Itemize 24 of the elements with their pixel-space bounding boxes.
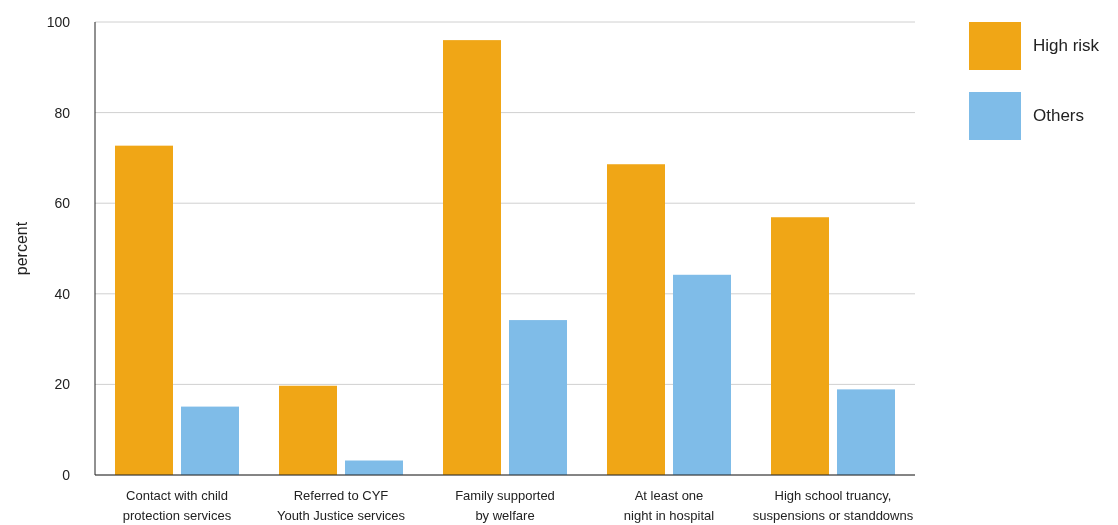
y-tick-label: 100 (46, 13, 71, 30)
bar (181, 406, 239, 475)
bar (607, 164, 665, 475)
x-tick-label: At least one night in hospital (623, 488, 715, 524)
bar (837, 389, 895, 475)
text: High risk (1033, 36, 1100, 55)
x-tick-label: Contact with child protection services (122, 488, 232, 524)
x-tick-label: Family supported by welfare (455, 488, 555, 524)
text: Others (1033, 106, 1085, 125)
y-tick-label: 40 (54, 285, 71, 302)
x-tick-label: High school truancy, suspensions or standdowns (752, 488, 914, 524)
y-tick-label: 0 (62, 466, 71, 483)
x-tick-label: Referred to CYF Youth Justice services (276, 488, 406, 524)
y-axis-title: percent (13, 221, 30, 276)
y-tick-label: 20 (54, 376, 71, 393)
bar (443, 40, 501, 475)
bar (673, 274, 731, 475)
bar (279, 385, 337, 475)
y-tick-label: 60 (54, 195, 71, 212)
y-tick-label: 80 (54, 104, 71, 121)
bar (509, 320, 567, 475)
bar (771, 217, 829, 475)
bar (345, 460, 403, 475)
bar (115, 145, 173, 475)
